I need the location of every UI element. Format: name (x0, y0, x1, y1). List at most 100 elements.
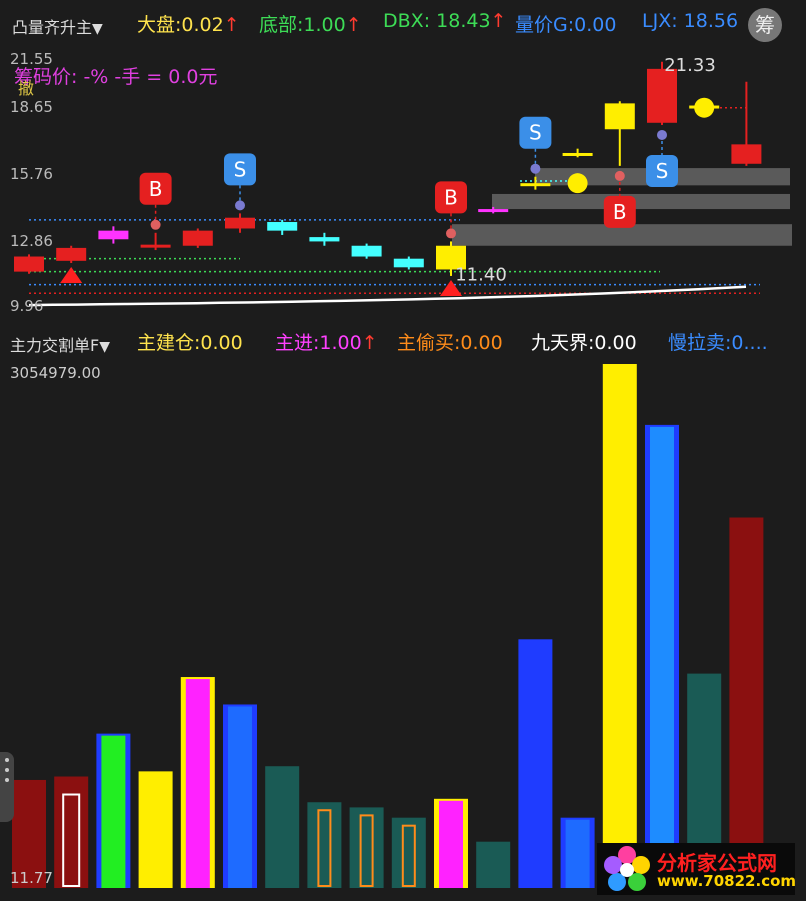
volume-bar (138, 771, 173, 888)
sub-value: 0.00 (460, 332, 503, 354)
kline-ytick: 9.96 (10, 297, 44, 315)
candle (604, 101, 635, 166)
sub-label: 慢拉卖 (668, 332, 726, 354)
volume-bar (223, 704, 257, 888)
volume-bar (434, 798, 468, 888)
bottom-triangle-icon (440, 279, 462, 296)
candle-body (731, 144, 762, 164)
sub-item-zhujin: 主进:1.00↑ (275, 332, 378, 354)
kline-ytick: 15.76 (10, 165, 53, 183)
candle-body (182, 230, 213, 246)
header-label: LJX (642, 10, 672, 32)
candle-body (436, 245, 466, 270)
low-label: 11.40 (455, 264, 507, 285)
candle (56, 245, 87, 263)
candle (436, 241, 466, 276)
bar-body (228, 706, 252, 888)
bar-body (602, 364, 637, 888)
ma-line (28, 285, 747, 307)
signal-dot (657, 129, 667, 140)
candle-body (14, 256, 44, 272)
sell-signal-badge (646, 154, 678, 187)
sub-label: 主建仓 (137, 332, 195, 354)
candle (731, 81, 762, 166)
signal-label: B (149, 177, 163, 201)
candle-body (393, 258, 424, 268)
candle (98, 226, 129, 244)
volume-bar (180, 677, 215, 888)
volume-bar (265, 766, 300, 888)
sub-indicator-selector[interactable]: 主力交割单F▼ (10, 332, 110, 356)
yellow-marker (567, 173, 588, 194)
header-value: 1.00 (303, 14, 346, 36)
volume-bar (645, 424, 679, 888)
bottom-triangle-icon (60, 266, 83, 283)
volume-bar (12, 779, 46, 888)
bar-body (54, 776, 89, 888)
candle (562, 148, 593, 158)
candle-body (562, 152, 593, 156)
buy-signal-badge (435, 181, 467, 214)
yellow-marker (694, 97, 715, 118)
buy-signal-badge (603, 195, 636, 228)
bar-body (138, 771, 173, 888)
sell-signal-badge (519, 116, 552, 149)
candle-body (225, 217, 255, 229)
cancel-label[interactable]: 撤 (18, 79, 35, 98)
indicator-name: 凸量齐升主 (12, 18, 93, 37)
bar-body (185, 679, 210, 888)
up-arrow-icon: ↑ (345, 14, 362, 36)
bar-body (12, 779, 46, 888)
candle-body (520, 183, 551, 187)
candle (267, 219, 298, 235)
chip-calc-button[interactable]: 筹 (748, 8, 782, 42)
header-item-ljx: LJX: 18.56 (642, 10, 739, 32)
volume-bar (391, 817, 426, 888)
bar-body (349, 807, 384, 888)
candle-body (140, 244, 171, 248)
indicator-selector[interactable]: 凸量齐升主▼ (12, 14, 103, 38)
header-item-liangjia: 量价G:0.00 (515, 14, 617, 36)
up-arrow-icon: ↑ (361, 332, 378, 354)
bar-inner (359, 814, 374, 887)
candle-body (351, 245, 382, 257)
sub-indicator-header: 主力交割单F▼ 主建仓:0.00 主进:1.00↑ 主偷买:0.00 九天界:0… (0, 318, 806, 362)
drawer-handle[interactable] (0, 752, 14, 822)
header-label: DBX (383, 10, 424, 32)
signal-label: B (444, 185, 458, 209)
header-item-dibu: 底部:1.00↑ (259, 14, 362, 36)
header-item-dapan: 大盘:0.02↑ (137, 14, 240, 36)
chip-price-overlay: 筹码价: -% -手 = 0.0元 (14, 66, 218, 88)
candle (14, 254, 44, 274)
signal-label: B (613, 200, 627, 224)
header-label: 底部 (259, 14, 298, 36)
signal-dot (235, 200, 245, 211)
volume-bar (54, 776, 89, 888)
candle-body (56, 247, 87, 261)
header-value: 18.43 (436, 10, 491, 32)
buy-signal-badge (139, 172, 172, 205)
sub-indicator-name: 主力交割单F (10, 336, 100, 355)
bar-inner (401, 824, 416, 888)
header-value: 18.56 (683, 10, 739, 32)
bar-body (650, 426, 674, 888)
support-band (452, 224, 792, 246)
bar-ymax: 3054979.00 (10, 364, 101, 382)
signal-label: S (529, 121, 542, 145)
volume-bar (560, 817, 595, 888)
kline-ytick: 12.86 (10, 232, 53, 250)
candle-body (267, 222, 298, 231)
sub-value: 0.... (731, 332, 768, 354)
signal-label: S (234, 157, 247, 181)
bar-body (518, 639, 553, 888)
header-item-dbx: DBX: 18.43↑ (383, 10, 507, 32)
bar-body (307, 802, 342, 888)
bar-body (439, 800, 463, 888)
sub-item-manlamai: 慢拉卖:0.... (668, 332, 768, 354)
bar-ymin: 11.77 (10, 869, 53, 887)
kline-ytick: 21.55 (10, 50, 53, 68)
candle-body (478, 209, 509, 213)
candle (520, 176, 551, 190)
header-value: 0.02 (181, 14, 224, 36)
up-arrow-icon: ↑ (490, 10, 507, 32)
